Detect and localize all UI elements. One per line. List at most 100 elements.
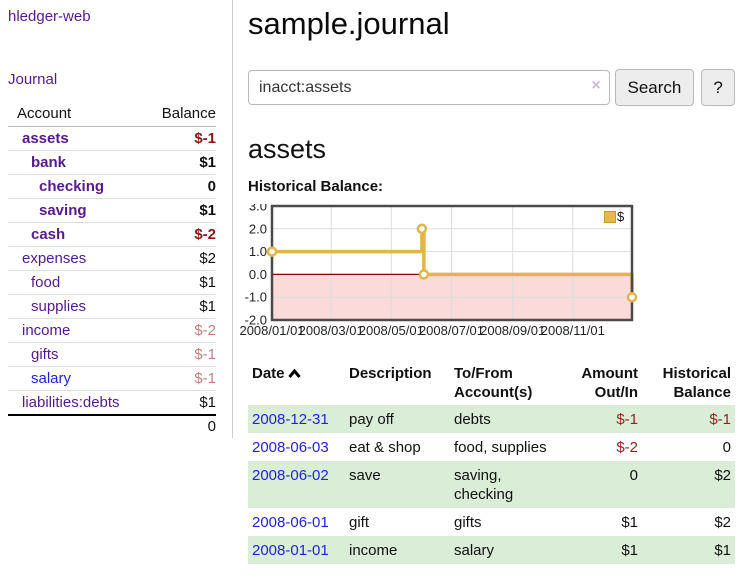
account-link-cash[interactable]: cash <box>31 226 66 243</box>
sidebar: hledger-web Journal Account Balance asse… <box>0 0 233 438</box>
transaction-balance: $1 <box>714 541 731 559</box>
search-button[interactable]: Search <box>614 69 695 106</box>
svg-text:0.0: 0.0 <box>249 267 267 282</box>
account-row-saving: saving $1 <box>8 198 216 223</box>
svg-text:2.0: 2.0 <box>249 221 267 236</box>
account-link-expenses[interactable]: expenses <box>22 250 87 267</box>
app-title[interactable]: hledger-web <box>8 8 91 25</box>
account-row-salary: salary $-1 <box>8 366 216 391</box>
search-form: × Search ? <box>248 69 735 106</box>
account-balance: $1 <box>147 198 216 223</box>
account-balance: $-2 <box>147 222 216 247</box>
svg-text:2008/01/01: 2008/01/01 <box>240 323 305 338</box>
account-balance: $1 <box>147 390 216 416</box>
column-header-description: Description <box>349 365 432 382</box>
column-header-amount: Amount Out/In <box>581 365 638 401</box>
account-row-supplies: supplies $1 <box>8 294 216 319</box>
account-balance: $-1 <box>147 126 216 151</box>
account-link-liabilities-debts[interactable]: liabilities:debts <box>22 394 120 411</box>
account-balance: 0 <box>147 174 216 199</box>
transaction-accounts: saving, checking <box>454 466 514 503</box>
transaction-row: 2008-06-03 eat & shop food, supplies $-2… <box>248 433 735 461</box>
account-row-liabilities-debts: liabilities:debts $1 <box>8 390 216 416</box>
journal-link[interactable]: Journal <box>8 71 58 88</box>
transaction-description: eat & shop <box>349 438 421 456</box>
accounts-table: Account Balance assets $-1 bank $1 check… <box>8 102 216 438</box>
chart-canvas: 3.0 2.0 1.0 0.0 -1.0 -2.02008/01/012008/03/01… <box>240 204 638 338</box>
transaction-description: save <box>349 466 381 484</box>
account-link-saving[interactable]: saving <box>39 202 87 219</box>
sort-ascending-icon <box>287 368 301 378</box>
svg-text:-2.0: -2.0 <box>245 313 267 328</box>
transaction-balance: $2 <box>714 466 731 484</box>
page-title: sample.journal <box>248 6 450 41</box>
transaction-date-link[interactable]: 2008-06-02 <box>252 466 329 484</box>
account-link-supplies[interactable]: supplies <box>31 298 87 315</box>
transaction-date-link[interactable]: 2008-01-01 <box>252 541 329 559</box>
account-link-salary[interactable]: salary <box>31 370 72 387</box>
transaction-balance: 0 <box>722 438 731 456</box>
transaction-accounts: debts <box>454 410 491 428</box>
svg-text:-1.0: -1.0 <box>245 290 267 305</box>
transaction-date-link[interactable]: 2008-06-03 <box>252 438 329 456</box>
search-input[interactable] <box>248 70 610 105</box>
account-row-food: food $1 <box>8 270 216 295</box>
account-row-gifts: gifts $-1 <box>8 342 216 367</box>
account-balance: $1 <box>147 270 216 295</box>
transaction-date-link[interactable]: 2008-12-31 <box>252 410 329 428</box>
account-balance: $-1 <box>147 366 216 391</box>
transaction-accounts: gifts <box>454 513 482 531</box>
main-content: sample.journal × Search ? assets Histori… <box>240 0 735 564</box>
account-link-gifts[interactable]: gifts <box>31 346 59 363</box>
account-row-bank: bank $1 <box>8 150 216 175</box>
transaction-amount: $1 <box>621 541 638 559</box>
transactions-header-row: Date Description To/From Account(s) Amou… <box>248 361 735 405</box>
account-row-income: income $-2 <box>8 318 216 343</box>
transaction-row: 2008-12-31 pay off debts $-1 $-1 <box>248 405 735 433</box>
svg-text:2008/05/01: 2008/05/01 <box>359 323 424 338</box>
clear-search-icon[interactable]: × <box>591 77 601 94</box>
transaction-balance: $2 <box>714 513 731 531</box>
transaction-description: gift <box>349 513 370 531</box>
chart-legend: $ <box>604 209 624 224</box>
account-link-assets[interactable]: assets <box>22 130 69 147</box>
transaction-row: 2008-06-01 gift gifts $1 $2 <box>248 508 735 536</box>
account-row-expenses: expenses $2 <box>8 246 216 271</box>
transaction-description: income <box>349 541 398 559</box>
transaction-amount: 0 <box>629 466 638 484</box>
account-link-income[interactable]: income <box>22 322 71 339</box>
transaction-amount: $1 <box>621 513 638 531</box>
chart-title: Historical Balance: <box>248 178 384 195</box>
account-link-food[interactable]: food <box>31 274 61 291</box>
transaction-row: 2008-01-01 income salary $1 $1 <box>248 536 735 564</box>
svg-text:2008/11/01: 2008/11/01 <box>541 323 605 338</box>
account-link-checking[interactable]: checking <box>39 178 105 195</box>
account-row-cash: cash $-2 <box>8 222 216 247</box>
accounts-header-account: Account <box>8 102 148 127</box>
account-row-checking: checking 0 <box>8 174 216 199</box>
transaction-accounts: food, supplies <box>454 438 547 456</box>
svg-text:1.0: 1.0 <box>249 244 267 259</box>
svg-text:2008/03/01: 2008/03/01 <box>299 323 364 338</box>
transaction-accounts: salary <box>454 541 495 559</box>
historical-balance-chart: 3.0 2.0 1.0 0.0 -1.0 -2.0 2008/01/01 2008/03/01… <box>240 204 640 344</box>
svg-text:2008/09/01: 2008/09/01 <box>480 323 545 338</box>
account-link-bank[interactable]: bank <box>31 154 67 171</box>
column-header-accounts: To/From Account(s) <box>454 365 533 401</box>
account-balance: $-1 <box>147 342 216 367</box>
transaction-row: 2008-06-02 save saving, checking 0 $2 <box>248 461 735 508</box>
svg-text:3.0: 3.0 <box>249 204 267 214</box>
account-balance: $1 <box>147 150 216 175</box>
account-balance: $2 <box>147 246 216 271</box>
accounts-total-row: 0 <box>8 414 216 438</box>
account-row-assets: assets $-1 <box>8 126 216 151</box>
column-header-balance: Historical Balance <box>662 365 731 401</box>
transaction-amount: $-2 <box>616 438 638 456</box>
legend-swatch-icon <box>604 210 616 223</box>
column-header-date[interactable]: Date <box>248 361 345 405</box>
transaction-date-link[interactable]: 2008-06-01 <box>252 513 329 531</box>
account-heading: assets <box>248 134 327 164</box>
help-button[interactable]: ? <box>701 69 735 106</box>
svg-text:2008/07/01: 2008/07/01 <box>419 323 484 338</box>
transactions-table: Date Description To/From Account(s) Amou… <box>248 361 735 564</box>
